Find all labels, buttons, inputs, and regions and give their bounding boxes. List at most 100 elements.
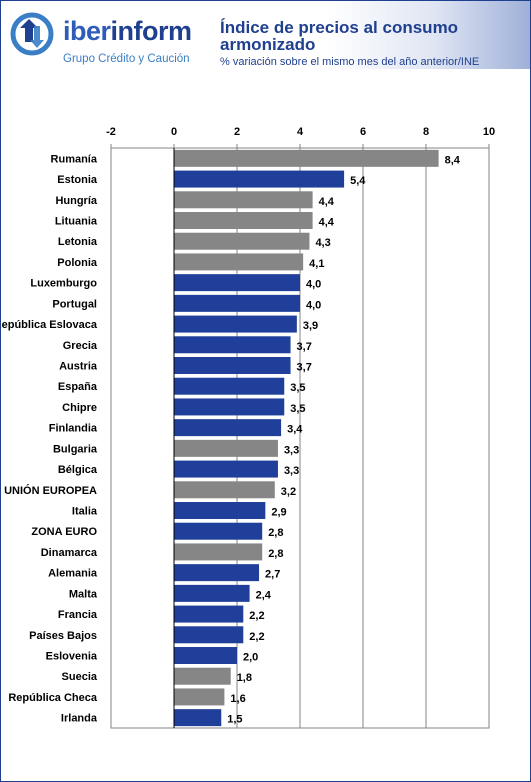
value-label: 2,8 (268, 527, 283, 539)
bar (174, 191, 313, 209)
x-tick-label: 8 (423, 126, 429, 138)
bar (174, 294, 300, 312)
bar (174, 626, 244, 644)
bar (174, 253, 304, 271)
value-label: 1,8 (237, 672, 252, 684)
value-label: 4,3 (315, 237, 330, 249)
bar (174, 647, 237, 664)
chart-subtitle: % variación sobre el mismo mes del año a… (220, 56, 480, 68)
category-label: Luxemburgo (30, 278, 97, 290)
x-tick-label: 10 (483, 126, 495, 138)
category-label: España (58, 381, 98, 393)
bar (174, 584, 250, 602)
value-label: 2,4 (256, 589, 272, 601)
category-label: Suecia (62, 671, 98, 683)
iberinform-logo-icon (10, 12, 54, 56)
category-label: Polonia (57, 257, 98, 269)
value-label: 4,4 (319, 196, 335, 208)
x-tick-label: 6 (360, 126, 366, 138)
value-label: 2,2 (249, 610, 264, 622)
category-label: Alemania (48, 568, 98, 580)
bar (174, 336, 291, 354)
category-label: Austria (59, 361, 98, 373)
category-label: Portugal (52, 298, 97, 310)
bar (174, 212, 313, 229)
category-label: UNIÓN EUROPEA (4, 484, 97, 497)
bar (174, 232, 310, 250)
value-label: 4,0 (306, 299, 321, 311)
bar (174, 149, 439, 167)
category-label: Grecia (63, 340, 98, 352)
bar (174, 564, 260, 582)
category-label: Países Bajos (29, 630, 97, 642)
category-label: ZONA EURO (31, 526, 97, 538)
category-label: Hungría (55, 195, 97, 207)
category-label: República Checa (8, 692, 98, 704)
bar (174, 522, 263, 540)
category-label: Letonia (58, 236, 98, 248)
bar (174, 481, 275, 499)
bar (174, 419, 282, 437)
x-tick-label: 4 (297, 126, 304, 138)
value-label: 3,5 (290, 382, 305, 394)
value-label: 3,5 (290, 403, 305, 415)
category-label: Irlanda (61, 713, 98, 725)
value-label: 3,4 (287, 424, 303, 436)
category-label: Bulgaria (53, 443, 98, 455)
bar (174, 377, 285, 395)
header: iberinform Grupo Crédito y Caución Índic… (1, 1, 530, 69)
brand-tagline: Grupo Crédito y Caución (63, 53, 190, 65)
value-label: 3,3 (284, 444, 299, 456)
bar (174, 315, 297, 333)
category-label: Dinamarca (41, 547, 98, 559)
value-label: 2,2 (249, 631, 264, 643)
category-label: Rumanía (51, 153, 98, 165)
bar (174, 667, 231, 685)
value-label: 4,0 (306, 279, 321, 291)
value-label: 2,8 (268, 548, 283, 560)
category-label: Chipre (62, 402, 97, 414)
bar (174, 398, 285, 416)
brand-name: iberinform (63, 18, 192, 45)
brand-name-part2: inform (110, 16, 193, 46)
value-label: 8,4 (445, 154, 461, 166)
value-label: 3,7 (297, 362, 312, 374)
bar (174, 605, 244, 623)
value-label: 3,3 (284, 465, 299, 477)
brand-name-part1: iber (63, 16, 111, 46)
bar (174, 543, 263, 561)
category-label: Eslovenia (46, 651, 98, 663)
value-label: 2,0 (243, 652, 258, 664)
category-label: Lituania (55, 216, 98, 228)
bar (174, 709, 222, 727)
value-label: 5,4 (350, 175, 366, 187)
category-label: Francia (58, 609, 98, 621)
x-tick-label: 0 (171, 126, 177, 138)
category-label: Italia (72, 506, 98, 518)
value-label: 2,9 (271, 507, 286, 519)
bar (174, 274, 300, 292)
category-label: República Eslovaca (1, 319, 98, 331)
category-label: Malta (69, 588, 98, 600)
bar (174, 460, 278, 478)
bar (174, 688, 225, 706)
bar (174, 170, 345, 188)
bar (174, 357, 291, 374)
category-label: Estonia (57, 174, 98, 186)
bar (174, 502, 266, 519)
x-tick-label: 2 (234, 126, 240, 138)
value-label: 1,6 (230, 693, 245, 705)
category-label: Finlandia (49, 423, 98, 435)
value-label: 4,1 (309, 258, 324, 270)
value-label: 4,4 (319, 217, 335, 229)
category-label: Bélgica (58, 464, 98, 476)
chart-title: Índice de precios al consumo armonizado (220, 18, 459, 54)
bar (174, 439, 278, 457)
value-label: 3,7 (297, 341, 312, 353)
value-label: 3,2 (281, 486, 296, 498)
value-label: 1,5 (227, 714, 242, 726)
x-tick-label: -2 (106, 126, 116, 138)
value-label: 3,9 (303, 320, 318, 332)
